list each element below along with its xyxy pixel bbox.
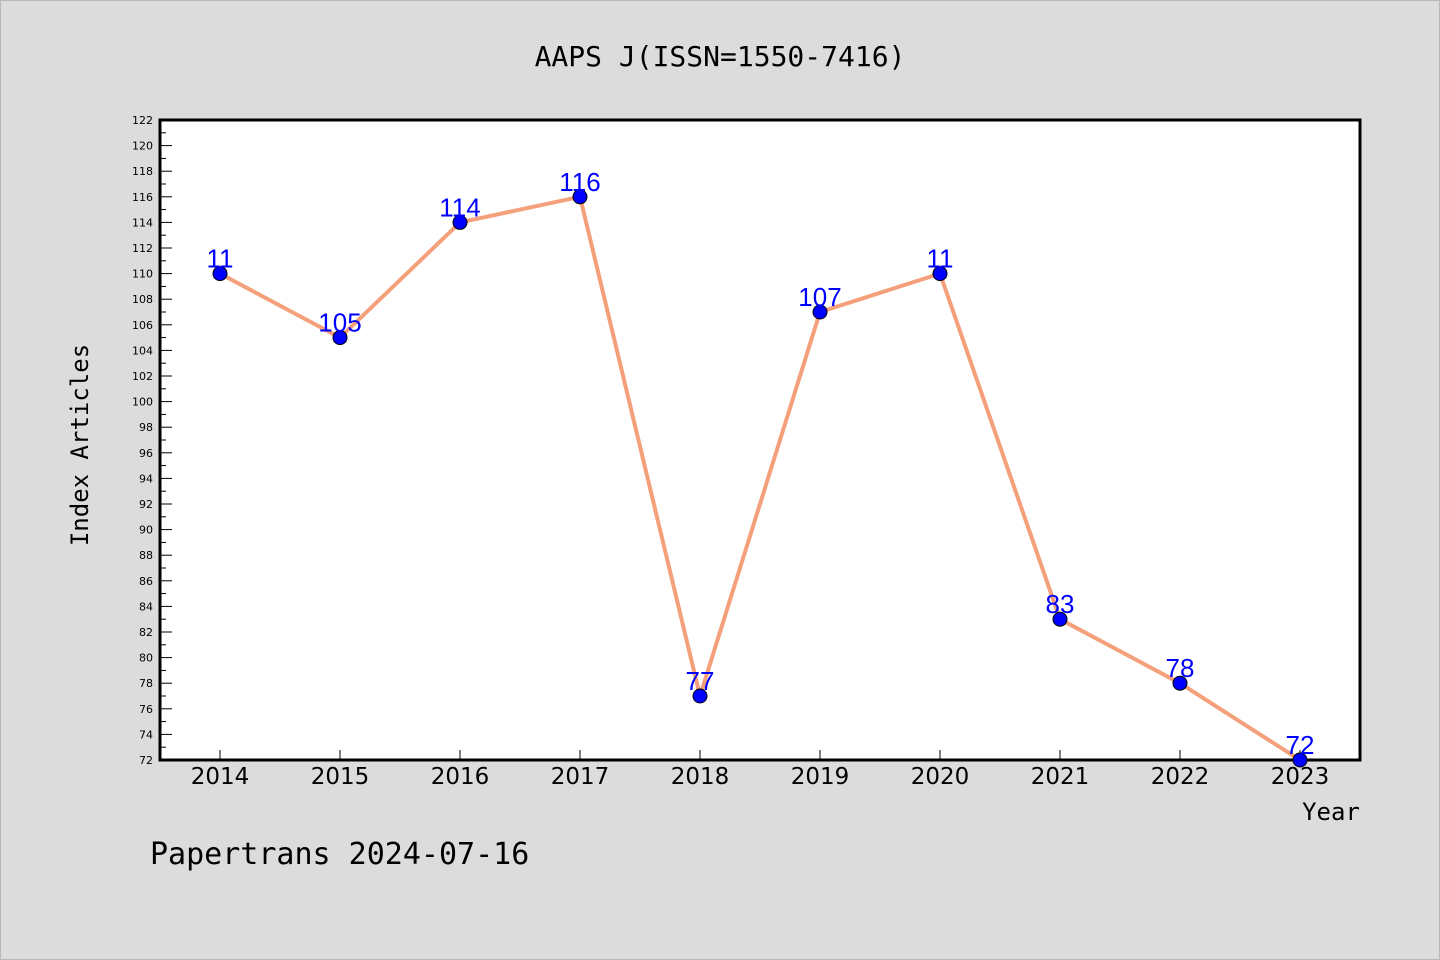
data-label: 78 [1166,653,1195,683]
y-tick-label: 94 [139,472,153,485]
chart-title: AAPS J(ISSN=1550-7416) [535,40,906,73]
x-tick-label: 2014 [191,764,250,790]
y-tick-label: 102 [132,370,153,383]
data-point [1292,752,1308,768]
x-axis-title: Year [1302,798,1360,826]
y-tick-label: 80 [139,652,153,665]
data-point [1172,675,1188,691]
data-point [572,189,588,205]
y-tick-label: 122 [132,114,153,127]
plot-area [158,118,1362,762]
y-tick-label: 84 [139,600,153,613]
data-markers [212,189,1308,768]
y-tick-label: 74 [139,728,153,741]
y-tick-label: 118 [132,165,153,178]
y-axis: 72 74 76 78 80 82 84 86 88 90 92 94 96 98 100 102 104 106… [132,114,172,767]
y-tick-label: 92 [139,498,153,511]
x-tick-label: 2023 [1271,764,1330,790]
x-tick-label: 2017 [551,764,610,790]
y-tick-label: 116 [132,191,153,204]
x-axis: 2014 2015 2016 2017 2018 2019 2020 2021 2022 2023 [191,750,1330,790]
x-tick-label: 2019 [791,764,850,790]
y-tick-label: 78 [139,677,153,690]
data-label: 83 [1046,589,1075,619]
y-tick-label: 114 [132,216,153,229]
y-tick-label: 86 [139,575,153,588]
data-point [1052,611,1068,627]
y-tick-label: 106 [132,319,153,332]
data-label: 11 [207,244,234,274]
series-line [219,194,1302,762]
data-point [212,266,228,282]
y-tick-label: 72 [139,754,153,767]
data-point [812,304,828,320]
data-label: 107 [798,282,841,312]
data-label: 77 [686,666,715,696]
x-tick-label: 2022 [1151,764,1210,790]
y-tick-label: 82 [139,626,153,639]
y-tick-label: 98 [139,421,153,434]
y-tick-label: 96 [139,447,153,460]
data-point [332,330,348,346]
data-label: 105 [318,308,361,338]
data-point [932,266,948,282]
y-tick-label: 90 [139,524,153,537]
y-axis-title: Index Articles [66,344,94,546]
x-tick-label: 2020 [911,764,970,790]
x-tick-label: 2021 [1031,764,1090,790]
y-tick-label: 108 [132,293,153,306]
y-tick-label: 110 [132,268,153,281]
data-label: 72 [1286,730,1315,760]
x-tick-label: 2015 [311,764,370,790]
data-label: 11 [927,244,954,274]
footer-text: Papertrans 2024-07-16 [150,837,529,872]
y-tick-label: 88 [139,549,153,562]
y-tick-label: 76 [139,703,153,716]
y-tick-label: 120 [132,140,153,153]
data-point [692,688,708,704]
data-labels: 11 105 114 116 77 107 11 83 78 72 [207,167,1315,760]
y-tick-label: 104 [132,344,153,357]
x-tick-label: 2018 [671,764,730,790]
x-tick-label: 2016 [431,764,490,790]
y-tick-label: 100 [132,396,153,409]
data-point [452,214,468,230]
data-label: 116 [559,167,600,197]
y-tick-label: 112 [132,242,153,255]
data-label: 114 [439,192,480,222]
